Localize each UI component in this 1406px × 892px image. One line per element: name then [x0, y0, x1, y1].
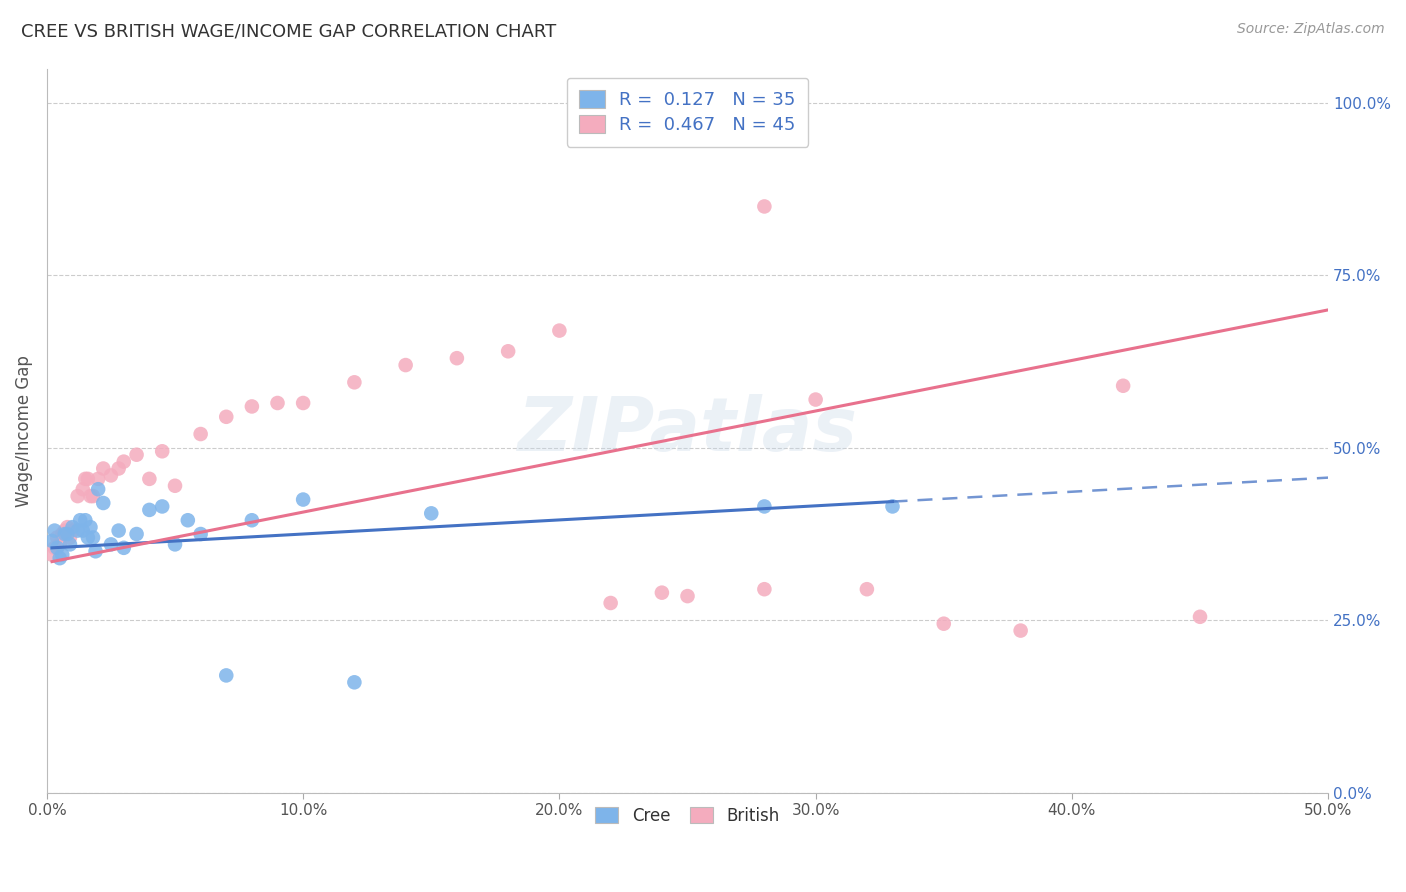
Point [100, 537, 122, 551]
Point [112, 541, 135, 555]
Point [53, 524, 76, 538]
Point [190, 527, 212, 541]
Point [79, 520, 101, 534]
Point [48, 551, 70, 566]
Point [932, 616, 955, 631]
Text: Source: ZipAtlas.com: Source: ZipAtlas.com [1237, 22, 1385, 37]
Point [75, 472, 97, 486]
Point [56, 520, 79, 534]
Point [240, 513, 263, 527]
Point [395, 358, 418, 372]
Point [676, 589, 699, 603]
Point [1112, 378, 1135, 392]
Point [150, 500, 173, 514]
Point [266, 396, 288, 410]
Point [190, 427, 212, 442]
Point [343, 376, 366, 390]
Point [1188, 609, 1211, 624]
Y-axis label: Wage/Income Gap: Wage/Income Gap [15, 355, 32, 507]
Point [343, 675, 366, 690]
Point [53, 527, 76, 541]
Point [87, 472, 110, 486]
Point [79, 489, 101, 503]
Point [112, 455, 135, 469]
Point [51, 548, 73, 562]
Point [882, 500, 904, 514]
Point [125, 448, 148, 462]
Point [66, 489, 89, 503]
Point [87, 482, 110, 496]
Point [163, 479, 186, 493]
Point [125, 527, 148, 541]
Point [138, 503, 160, 517]
Point [150, 444, 173, 458]
Point [59, 537, 82, 551]
Point [82, 489, 104, 503]
Point [292, 492, 315, 507]
Point [599, 596, 621, 610]
Point [420, 506, 443, 520]
Point [163, 537, 186, 551]
Point [1010, 624, 1032, 638]
Point [177, 513, 200, 527]
Point [138, 472, 160, 486]
Point [107, 461, 129, 475]
Point [446, 351, 468, 366]
Point [804, 392, 827, 407]
Legend: Cree, British: Cree, British [585, 797, 790, 835]
Point [84, 544, 107, 558]
Point [77, 531, 100, 545]
Point [69, 513, 91, 527]
Point [82, 531, 104, 545]
Point [496, 344, 519, 359]
Point [66, 524, 89, 538]
Point [107, 524, 129, 538]
Text: ZIPatlas: ZIPatlas [517, 394, 858, 467]
Point [856, 582, 879, 597]
Point [215, 409, 238, 424]
Point [62, 520, 84, 534]
Point [754, 582, 776, 597]
Text: CREE VS BRITISH WAGE/INCOME GAP CORRELATION CHART: CREE VS BRITISH WAGE/INCOME GAP CORRELAT… [21, 22, 557, 40]
Point [754, 199, 776, 213]
Point [62, 524, 84, 538]
Point [215, 668, 238, 682]
Point [41, 548, 63, 562]
Point [91, 496, 114, 510]
Point [292, 396, 315, 410]
Point [754, 500, 776, 514]
Point [46, 531, 69, 545]
Point [240, 400, 263, 414]
Point [46, 541, 69, 555]
Point [44, 524, 66, 538]
Point [48, 537, 70, 551]
Point [91, 461, 114, 475]
Point [651, 585, 673, 599]
Point [41, 533, 63, 548]
Point [44, 541, 66, 555]
Point [548, 324, 571, 338]
Point [100, 468, 122, 483]
Point [75, 513, 97, 527]
Point [72, 524, 94, 538]
Point [51, 527, 73, 541]
Point [77, 472, 100, 486]
Point [59, 531, 82, 545]
Point [72, 482, 94, 496]
Point [56, 527, 79, 541]
